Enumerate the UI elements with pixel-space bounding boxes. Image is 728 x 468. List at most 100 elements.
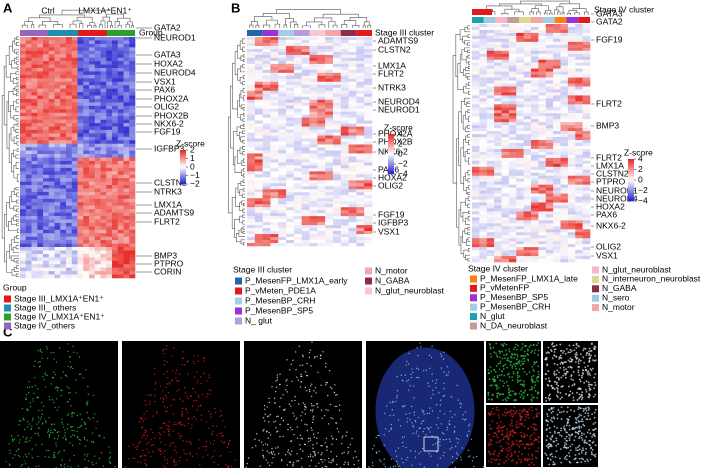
heatmap-cell <box>26 75 32 79</box>
heatmap-cell <box>43 202 49 206</box>
heatmap-cell <box>124 113 130 117</box>
heatmap-cell <box>72 147 78 151</box>
heatmap-cell <box>302 225 310 228</box>
heatmap-cell <box>356 49 364 52</box>
heatmap-cell <box>49 216 55 220</box>
heatmap-cell <box>263 85 271 88</box>
heatmap-cell <box>270 115 278 118</box>
colorbar-segment <box>388 158 394 160</box>
heatmap-cell <box>124 237 130 241</box>
heatmap-cell <box>278 118 286 121</box>
heatmap-cell <box>118 61 124 65</box>
heatmap-cell <box>263 237 271 240</box>
heatmap-cell <box>487 247 495 250</box>
heatmap-cell <box>263 103 271 106</box>
panel-label: B <box>231 0 240 15</box>
heatmap-cell <box>106 54 112 58</box>
signal <box>217 464 218 465</box>
heatmap-cell <box>294 91 302 94</box>
heatmap-cell <box>26 65 32 69</box>
heatmap-cell <box>55 40 61 44</box>
heatmap-cell <box>263 222 271 225</box>
heatmap-cell <box>72 130 78 134</box>
heatmap-cell <box>20 123 26 127</box>
heatmap-cell <box>325 82 333 85</box>
dendrogram <box>17 42 19 45</box>
heatmap-cell <box>26 164 32 168</box>
heatmap-cell <box>129 106 135 110</box>
heatmap-cell <box>494 75 502 78</box>
signal <box>25 438 26 439</box>
signal <box>186 459 187 460</box>
heatmap-cell <box>333 61 341 64</box>
heatmap-cell <box>20 54 26 58</box>
heatmap-cell <box>553 244 561 247</box>
heatmap-cell <box>516 235 524 238</box>
colorbar-segment <box>628 199 634 201</box>
signal <box>188 441 189 442</box>
dendrogram <box>243 227 245 229</box>
heatmap-cell <box>255 118 263 121</box>
heatmap-cell <box>509 51 517 54</box>
heatmap-cell <box>255 174 263 177</box>
heatmap-cell <box>546 170 554 173</box>
heatmap-cell <box>294 73 302 76</box>
heatmap-cell <box>325 180 333 183</box>
signal <box>76 436 77 437</box>
heatmap-cell <box>55 158 61 162</box>
heatmap-cell <box>531 250 539 253</box>
signal <box>192 456 193 457</box>
heatmap-cell <box>20 127 26 131</box>
heatmap-cell <box>553 149 561 152</box>
colorbar-segment <box>388 164 394 166</box>
heatmap-cell <box>83 219 89 223</box>
heatmap-cell <box>546 107 554 110</box>
heatmap-cell <box>349 82 357 85</box>
heatmap-cell <box>255 231 263 234</box>
legend-swatch <box>592 304 599 311</box>
heatmap-cell <box>531 24 539 27</box>
heatmap-cell <box>247 153 255 156</box>
heatmap-cell <box>294 130 302 133</box>
heatmap-cell <box>263 73 271 76</box>
signal <box>54 438 55 439</box>
heatmap-cell <box>531 217 539 220</box>
signal <box>160 397 161 398</box>
signal <box>53 358 54 359</box>
dendrogram <box>243 152 245 155</box>
heatmap-cell <box>333 189 341 192</box>
heatmap-cell <box>516 167 524 170</box>
heatmap-cell <box>583 176 591 179</box>
signal <box>26 394 27 395</box>
dendrogram <box>11 105 14 117</box>
heatmap-cell <box>20 154 26 158</box>
heatmap-cell <box>349 240 357 243</box>
heatmap-cell <box>546 81 554 84</box>
heatmap-cell <box>568 63 576 66</box>
heatmap-cell <box>310 73 318 76</box>
heatmap-cell <box>317 124 325 127</box>
heatmap-cell <box>487 81 495 84</box>
heatmap-cell <box>302 76 310 79</box>
heatmap-cell <box>60 247 66 251</box>
heatmap-cell <box>55 237 61 241</box>
heatmap-cell <box>341 64 349 67</box>
heatmap-cell <box>531 179 539 182</box>
signal <box>177 422 178 423</box>
signal <box>67 366 68 367</box>
heatmap-cell <box>516 170 524 173</box>
heatmap-cell <box>286 124 294 127</box>
heatmap-cell <box>325 37 333 40</box>
heatmap-cell <box>129 144 135 148</box>
signal <box>169 429 170 430</box>
heatmap-cell <box>546 128 554 131</box>
signal <box>144 400 145 401</box>
heatmap-cell <box>247 49 255 52</box>
heatmap-cell <box>516 116 524 119</box>
heatmap-cell <box>487 69 495 72</box>
heatmap-cell <box>72 192 78 196</box>
heatmap-cell <box>364 171 372 174</box>
heatmap-cell <box>129 44 135 48</box>
heatmap-cell <box>118 192 124 196</box>
heatmap-cell <box>553 170 561 173</box>
